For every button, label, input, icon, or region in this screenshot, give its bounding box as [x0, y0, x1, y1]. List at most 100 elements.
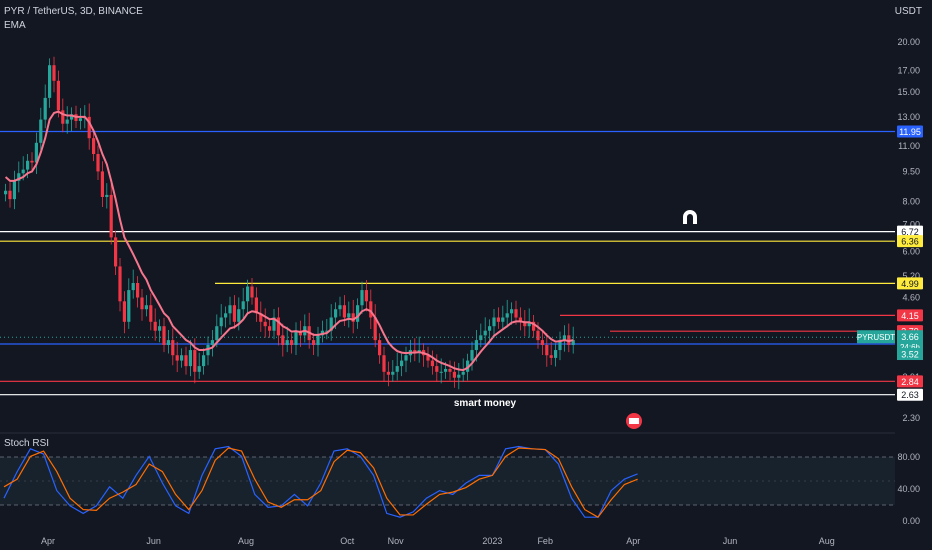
- candle-body-38: [171, 340, 175, 356]
- y-tick-label-10: 4.60: [902, 292, 920, 302]
- hline-tag-bg-8: [897, 388, 923, 401]
- candle-body-110: [488, 326, 492, 331]
- candle-body-2: [12, 180, 16, 200]
- candle-body-17: [78, 118, 82, 121]
- hline-tag-bg-3: [897, 277, 923, 290]
- candle-body-8: [39, 119, 43, 143]
- candle-body-9: [43, 97, 47, 120]
- candle-body-4: [21, 169, 25, 174]
- hline-tag-2: 6.36: [901, 237, 919, 247]
- candle-body-115: [510, 309, 514, 314]
- osc-tick-label-2: 0.00: [902, 516, 920, 526]
- hline-tag-3: 4.99: [901, 279, 919, 289]
- y-tick-label-7: 7.00: [902, 220, 920, 230]
- candle-body-40: [180, 355, 184, 361]
- candle-body-123: [545, 345, 549, 356]
- candle-body-84: [373, 317, 377, 341]
- current-price-tag: 3.66: [901, 332, 919, 342]
- candle-body-3: [17, 173, 21, 181]
- y-tick-label-1: 17.00: [897, 65, 920, 75]
- hline-tag-bg-7: [897, 375, 923, 388]
- hline-tag-4: 4.15: [901, 311, 919, 321]
- candle-body-78: [347, 313, 351, 318]
- candle-body-124: [549, 355, 553, 358]
- candle-body-97: [430, 360, 434, 367]
- oscillator-legend[interactable]: Stoch RSI: [4, 438, 50, 449]
- candle-body-116: [514, 309, 518, 318]
- x-tick-label-0: Apr: [41, 536, 55, 546]
- candle-body-0: [4, 190, 8, 195]
- candle-body-39: [175, 355, 179, 361]
- hline-tag-1: 6.72: [901, 227, 919, 237]
- candle-body-120: [532, 321, 536, 331]
- symbol-title[interactable]: PYR / TetherUS, 3D, BINANCE: [4, 6, 143, 17]
- candle-body-73: [325, 330, 329, 332]
- candle-body-56: [250, 286, 254, 298]
- candle-body-70: [312, 340, 316, 346]
- price-axis-background: [895, 0, 932, 550]
- hline-tag-8: 2.63: [901, 390, 919, 400]
- hline-tag-0: 11.95: [899, 127, 921, 137]
- candle-body-49: [219, 317, 223, 327]
- candle-body-102: [452, 371, 456, 378]
- candle-body-77: [342, 305, 346, 318]
- candle-body-121: [536, 330, 540, 341]
- x-tick-label-2: Aug: [238, 536, 254, 546]
- candle-body-113: [501, 317, 505, 322]
- candle-body-66: [294, 330, 298, 346]
- candle-body-100: [444, 368, 448, 372]
- candle-body-32: [144, 305, 148, 310]
- candle-body-7: [34, 142, 38, 163]
- candle-body-62: [276, 317, 280, 336]
- x-tick-label-9: Aug: [819, 536, 835, 546]
- candle-body-118: [523, 321, 527, 327]
- y-tick-label-3: 13.00: [897, 112, 920, 122]
- candle-body-81: [360, 290, 364, 306]
- candle-body-65: [290, 340, 294, 346]
- candle-body-29: [131, 283, 135, 291]
- candle-body-14: [65, 119, 69, 124]
- candle-body-34: [153, 321, 157, 331]
- candle-body-117: [518, 317, 522, 322]
- indicator-legend[interactable]: EMA: [4, 20, 26, 31]
- candle-body-79: [351, 313, 355, 322]
- candle-body-36: [162, 326, 166, 346]
- candle-body-91: [404, 355, 408, 361]
- y-tick-label-0: 20.00: [897, 37, 920, 47]
- hline-tag-7: 2.84: [901, 377, 919, 387]
- candle-body-28: [127, 290, 131, 322]
- ema-value-tag: 3.52: [901, 350, 919, 360]
- candle-body-107: [474, 340, 478, 351]
- magnet-shape: [683, 210, 697, 224]
- candle-body-52: [232, 305, 236, 322]
- candle-body-23: [105, 194, 109, 198]
- x-tick-label-6: Feb: [537, 536, 553, 546]
- candle-body-101: [448, 368, 452, 372]
- candle-body-71: [316, 335, 320, 346]
- x-tick-label-1: Jun: [146, 536, 161, 546]
- candle-body-106: [470, 350, 474, 361]
- candle-body-6: [30, 160, 34, 163]
- hline-tag-bg-1: [897, 225, 923, 238]
- osc-tick-label-1: 40.00: [897, 484, 920, 494]
- y-tick-label-8: 6.00: [902, 246, 920, 256]
- candle-body-80: [356, 305, 360, 322]
- candle-body-93: [413, 350, 417, 353]
- candle-body-122: [540, 340, 544, 346]
- y-tick-label-6: 8.00: [902, 196, 920, 206]
- candle-body-109: [483, 330, 487, 336]
- candle-body-54: [241, 301, 245, 310]
- candle-body-19: [87, 116, 91, 139]
- candle-body-12: [56, 80, 60, 111]
- smart-money-annotation: smart money: [454, 398, 517, 409]
- candle-body-105: [466, 360, 470, 372]
- candle-body-76: [338, 305, 342, 310]
- candle-body-75: [334, 309, 338, 318]
- candle-body-5: [26, 160, 30, 170]
- candle-body-37: [166, 340, 170, 346]
- candle-body-43: [193, 350, 197, 372]
- x-tick-label-4: Nov: [388, 536, 405, 546]
- candle-body-90: [400, 360, 404, 367]
- candle-body-57: [254, 297, 258, 314]
